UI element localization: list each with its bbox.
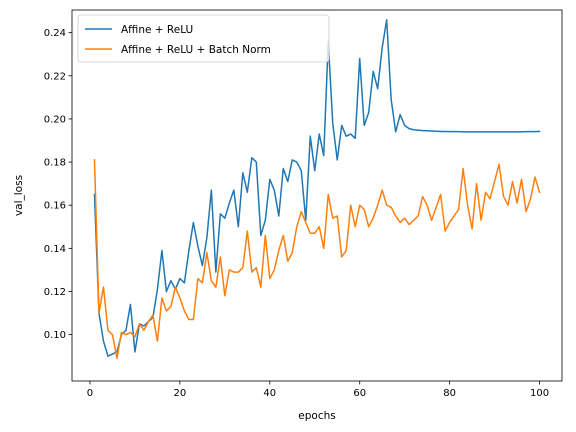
legend-box — [77, 14, 330, 63]
y-tick-label: 0.22 — [44, 71, 66, 82]
legend-label-1: Affine + ReLU — [121, 24, 193, 36]
x-axis-label: epochs — [298, 410, 335, 422]
plot-frame — [71, 9, 563, 382]
x-axis: 0 20 40 60 80 100 — [87, 381, 549, 399]
y-tick-label: 0.20 — [44, 114, 66, 125]
y-tick-label: 0.16 — [44, 201, 66, 212]
y-axis-label: val_loss — [13, 175, 25, 216]
legend: Affine + ReLU Affine + ReLU + Batch Norm — [77, 14, 330, 63]
y-tick-label: 0.10 — [44, 330, 66, 341]
x-tick-label: 40 — [263, 388, 276, 399]
x-tick-label: 60 — [353, 388, 366, 399]
y-tick-label: 0.24 — [44, 28, 66, 39]
x-tick-label: 20 — [174, 388, 187, 399]
series-layer — [93, 18, 541, 360]
legend-label-2: Affine + ReLU + Batch Norm — [121, 44, 271, 56]
x-tick-label: 80 — [443, 388, 456, 399]
y-tick-label: 0.12 — [44, 287, 66, 298]
x-tick-label: 100 — [530, 388, 549, 399]
x-tick-label: 0 — [87, 388, 93, 399]
y-tick-label: 0.18 — [44, 158, 66, 169]
series-line-1 — [93, 18, 541, 357]
series-line-2 — [93, 159, 541, 360]
y-tick-label: 0.14 — [44, 244, 66, 255]
y-axis: 0.10 0.12 0.14 0.16 0.18 0.20 0.22 0.24 — [44, 28, 72, 341]
